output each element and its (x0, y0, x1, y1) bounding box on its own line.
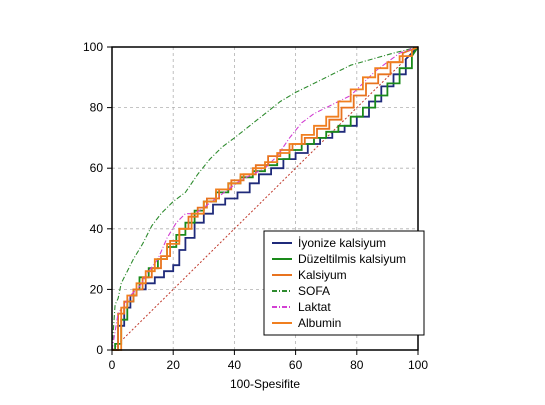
legend-label: Albumin (298, 316, 341, 330)
series-line-3 (112, 46, 419, 351)
series-line-4 (111, 46, 419, 351)
legend-label: Düzeltilmis kalsiyum (298, 252, 406, 266)
x-tick-label: 40 (228, 358, 242, 372)
x-axis-label: 100-Spesifite (230, 377, 300, 391)
series-line-6 (112, 46, 419, 351)
x-tick-label: 60 (289, 358, 303, 372)
legend-label: Kalsiyum (298, 268, 347, 282)
y-tick-label: 20 (90, 282, 104, 296)
x-tick-label: 80 (350, 358, 364, 372)
y-tick-label: 100 (83, 40, 103, 54)
legend: İyonize kalsiyum Düzeltilmis kalsiyum Kals… (263, 230, 425, 336)
legend-label: Laktat (298, 300, 331, 314)
legend-label: İyonize kalsiyum (298, 236, 386, 250)
legend-label: SOFA (298, 284, 330, 298)
legend-box (263, 230, 425, 336)
x-tick-label: 0 (109, 358, 116, 372)
y-tick-label: 60 (90, 161, 104, 175)
y-tick-label: 80 (90, 101, 104, 115)
x-tick-label: 100 (408, 358, 428, 372)
y-tick-label: 40 (90, 222, 104, 236)
ticks: 0 20 40 60 80 100 0 20 40 60 80 100 (83, 40, 428, 372)
y-tick-label: 0 (96, 343, 103, 357)
x-tick-label: 20 (167, 358, 181, 372)
series-layer (111, 46, 419, 351)
series-line-1 (112, 46, 419, 351)
plot-frame (111, 46, 419, 351)
